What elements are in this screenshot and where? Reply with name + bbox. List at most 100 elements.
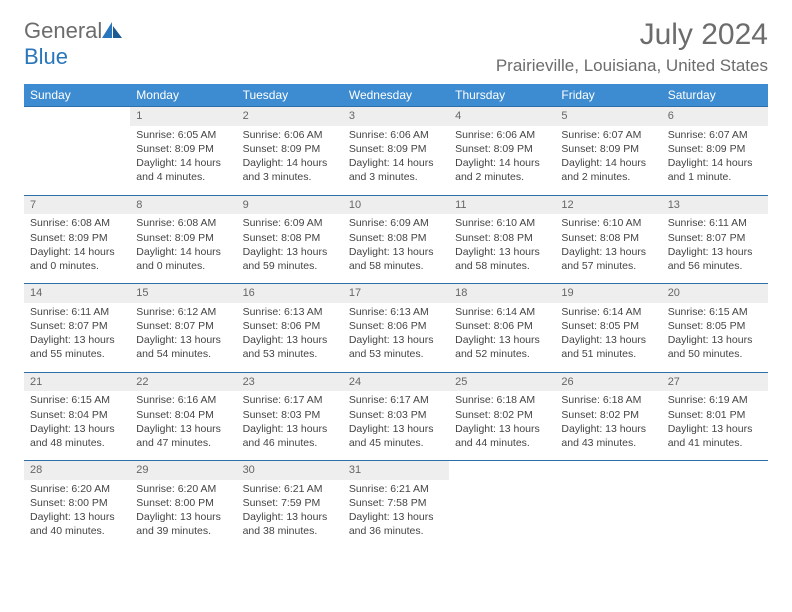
day-data: Sunrise: 6:06 AMSunset: 8:09 PMDaylight:… <box>449 126 555 195</box>
day-number: 22 <box>130 372 236 392</box>
day-cell-5: 5Sunrise: 6:07 AMSunset: 8:09 PMDaylight… <box>555 106 661 195</box>
day-cell-12: 12Sunrise: 6:10 AMSunset: 8:08 PMDayligh… <box>555 195 661 284</box>
day-cell-2: 2Sunrise: 6:06 AMSunset: 8:09 PMDaylight… <box>237 106 343 195</box>
day-cell-24: 24Sunrise: 6:17 AMSunset: 8:03 PMDayligh… <box>343 372 449 461</box>
day-cell-27: 27Sunrise: 6:19 AMSunset: 8:01 PMDayligh… <box>662 372 768 461</box>
day-data: Sunrise: 6:14 AMSunset: 8:05 PMDaylight:… <box>555 303 661 372</box>
day-number: 9 <box>237 195 343 215</box>
day-data: Sunrise: 6:13 AMSunset: 8:06 PMDaylight:… <box>343 303 449 372</box>
day-data: Sunrise: 6:16 AMSunset: 8:04 PMDaylight:… <box>130 391 236 460</box>
day-data: Sunrise: 6:13 AMSunset: 8:06 PMDaylight:… <box>237 303 343 372</box>
day-number: 10 <box>343 195 449 215</box>
day-cell-16: 16Sunrise: 6:13 AMSunset: 8:06 PMDayligh… <box>237 283 343 372</box>
day-cell-25: 25Sunrise: 6:18 AMSunset: 8:02 PMDayligh… <box>449 372 555 461</box>
day-number: 20 <box>662 283 768 303</box>
day-cell-19: 19Sunrise: 6:14 AMSunset: 8:05 PMDayligh… <box>555 283 661 372</box>
logo-text: General Blue <box>24 18 122 70</box>
day-cell-31: 31Sunrise: 6:21 AMSunset: 7:58 PMDayligh… <box>343 460 449 549</box>
day-data: Sunrise: 6:21 AMSunset: 7:58 PMDaylight:… <box>343 480 449 549</box>
weekday-thursday: Thursday <box>449 84 555 106</box>
day-number: 30 <box>237 460 343 480</box>
day-data: Sunrise: 6:18 AMSunset: 8:02 PMDaylight:… <box>449 391 555 460</box>
logo-sail-icon <box>102 22 122 38</box>
day-number: 24 <box>343 372 449 392</box>
day-number: 16 <box>237 283 343 303</box>
logo-word-general: General <box>24 18 102 43</box>
calendar-week-row: 7Sunrise: 6:08 AMSunset: 8:09 PMDaylight… <box>24 195 768 284</box>
day-cell-23: 23Sunrise: 6:17 AMSunset: 8:03 PMDayligh… <box>237 372 343 461</box>
day-number: 26 <box>555 372 661 392</box>
day-data: Sunrise: 6:09 AMSunset: 8:08 PMDaylight:… <box>343 214 449 283</box>
day-number: 3 <box>343 106 449 126</box>
day-number: 29 <box>130 460 236 480</box>
day-data: Sunrise: 6:10 AMSunset: 8:08 PMDaylight:… <box>555 214 661 283</box>
day-data: Sunrise: 6:19 AMSunset: 8:01 PMDaylight:… <box>662 391 768 460</box>
day-cell-29: 29Sunrise: 6:20 AMSunset: 8:00 PMDayligh… <box>130 460 236 549</box>
day-cell-9: 9Sunrise: 6:09 AMSunset: 8:08 PMDaylight… <box>237 195 343 284</box>
day-number: 7 <box>24 195 130 215</box>
weekday-friday: Friday <box>555 84 661 106</box>
day-number: 4 <box>449 106 555 126</box>
day-number: 27 <box>662 372 768 392</box>
day-data: Sunrise: 6:18 AMSunset: 8:02 PMDaylight:… <box>555 391 661 460</box>
day-number: 1 <box>130 106 236 126</box>
day-data: Sunrise: 6:07 AMSunset: 8:09 PMDaylight:… <box>662 126 768 195</box>
day-cell-17: 17Sunrise: 6:13 AMSunset: 8:06 PMDayligh… <box>343 283 449 372</box>
day-number: 21 <box>24 372 130 392</box>
day-data: Sunrise: 6:08 AMSunset: 8:09 PMDaylight:… <box>130 214 236 283</box>
day-number: 2 <box>237 106 343 126</box>
day-number: 17 <box>343 283 449 303</box>
day-number: 14 <box>24 283 130 303</box>
day-cell-8: 8Sunrise: 6:08 AMSunset: 8:09 PMDaylight… <box>130 195 236 284</box>
day-data: Sunrise: 6:12 AMSunset: 8:07 PMDaylight:… <box>130 303 236 372</box>
day-number: 6 <box>662 106 768 126</box>
day-data: Sunrise: 6:17 AMSunset: 8:03 PMDaylight:… <box>343 391 449 460</box>
day-data: Sunrise: 6:08 AMSunset: 8:09 PMDaylight:… <box>24 214 130 283</box>
day-data: Sunrise: 6:05 AMSunset: 8:09 PMDaylight:… <box>130 126 236 195</box>
day-data: Sunrise: 6:06 AMSunset: 8:09 PMDaylight:… <box>343 126 449 195</box>
logo: General Blue <box>24 18 122 70</box>
day-data: Sunrise: 6:21 AMSunset: 7:59 PMDaylight:… <box>237 480 343 549</box>
title-block: July 2024 Prairieville, Louisiana, Unite… <box>496 18 768 76</box>
calendar-body: 1Sunrise: 6:05 AMSunset: 8:09 PMDaylight… <box>24 106 768 549</box>
day-cell-22: 22Sunrise: 6:16 AMSunset: 8:04 PMDayligh… <box>130 372 236 461</box>
day-number: 31 <box>343 460 449 480</box>
day-data: Sunrise: 6:15 AMSunset: 8:05 PMDaylight:… <box>662 303 768 372</box>
logo-word-blue: Blue <box>24 44 68 69</box>
day-cell-13: 13Sunrise: 6:11 AMSunset: 8:07 PMDayligh… <box>662 195 768 284</box>
day-data: Sunrise: 6:09 AMSunset: 8:08 PMDaylight:… <box>237 214 343 283</box>
day-cell-4: 4Sunrise: 6:06 AMSunset: 8:09 PMDaylight… <box>449 106 555 195</box>
day-number: 18 <box>449 283 555 303</box>
day-data: Sunrise: 6:07 AMSunset: 8:09 PMDaylight:… <box>555 126 661 195</box>
empty-cell <box>449 460 555 549</box>
weekday-monday: Monday <box>130 84 236 106</box>
day-number: 15 <box>130 283 236 303</box>
day-number: 8 <box>130 195 236 215</box>
day-number: 5 <box>555 106 661 126</box>
calendar-week-row: 21Sunrise: 6:15 AMSunset: 8:04 PMDayligh… <box>24 372 768 461</box>
weekday-tuesday: Tuesday <box>237 84 343 106</box>
day-cell-21: 21Sunrise: 6:15 AMSunset: 8:04 PMDayligh… <box>24 372 130 461</box>
day-number: 11 <box>449 195 555 215</box>
day-data: Sunrise: 6:06 AMSunset: 8:09 PMDaylight:… <box>237 126 343 195</box>
empty-cell <box>24 106 130 195</box>
calendar-week-row: 14Sunrise: 6:11 AMSunset: 8:07 PMDayligh… <box>24 283 768 372</box>
day-number: 28 <box>24 460 130 480</box>
empty-cell <box>662 460 768 549</box>
day-number: 23 <box>237 372 343 392</box>
weekday-sunday: Sunday <box>24 84 130 106</box>
weekday-wednesday: Wednesday <box>343 84 449 106</box>
day-cell-20: 20Sunrise: 6:15 AMSunset: 8:05 PMDayligh… <box>662 283 768 372</box>
day-cell-28: 28Sunrise: 6:20 AMSunset: 8:00 PMDayligh… <box>24 460 130 549</box>
day-cell-7: 7Sunrise: 6:08 AMSunset: 8:09 PMDaylight… <box>24 195 130 284</box>
calendar-table: SundayMondayTuesdayWednesdayThursdayFrid… <box>24 84 768 549</box>
calendar-week-row: 1Sunrise: 6:05 AMSunset: 8:09 PMDaylight… <box>24 106 768 195</box>
day-data: Sunrise: 6:17 AMSunset: 8:03 PMDaylight:… <box>237 391 343 460</box>
day-cell-14: 14Sunrise: 6:11 AMSunset: 8:07 PMDayligh… <box>24 283 130 372</box>
day-number: 19 <box>555 283 661 303</box>
day-data: Sunrise: 6:10 AMSunset: 8:08 PMDaylight:… <box>449 214 555 283</box>
day-cell-30: 30Sunrise: 6:21 AMSunset: 7:59 PMDayligh… <box>237 460 343 549</box>
day-cell-6: 6Sunrise: 6:07 AMSunset: 8:09 PMDaylight… <box>662 106 768 195</box>
day-cell-18: 18Sunrise: 6:14 AMSunset: 8:06 PMDayligh… <box>449 283 555 372</box>
day-cell-10: 10Sunrise: 6:09 AMSunset: 8:08 PMDayligh… <box>343 195 449 284</box>
